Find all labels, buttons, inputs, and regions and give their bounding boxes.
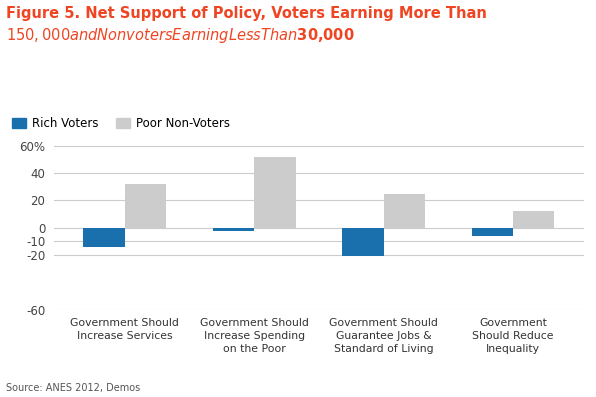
Text: Figure 5. Net Support of Policy, Voters Earning More Than: Figure 5. Net Support of Policy, Voters … xyxy=(6,6,487,21)
Bar xyxy=(254,157,296,228)
Text: Source: ANES 2012, Demos: Source: ANES 2012, Demos xyxy=(6,383,140,393)
Bar xyxy=(384,194,425,228)
Bar xyxy=(213,228,254,231)
Bar xyxy=(342,228,384,256)
Bar xyxy=(83,228,125,247)
Bar xyxy=(125,184,166,228)
Bar xyxy=(471,228,513,236)
Legend: Rich Voters, Poor Non-Voters: Rich Voters, Poor Non-Voters xyxy=(12,117,230,130)
Text: $150,000 and Nonvoters Earning Less Than $30,000: $150,000 and Nonvoters Earning Less Than… xyxy=(6,26,355,45)
Bar xyxy=(513,211,554,228)
